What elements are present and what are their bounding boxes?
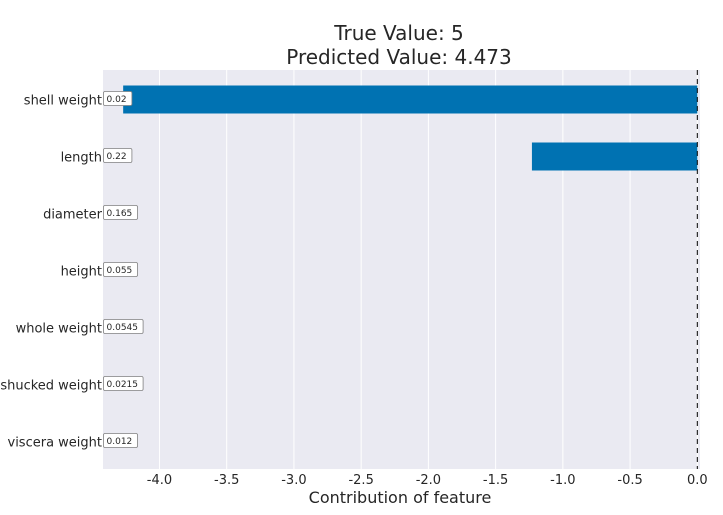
feature-value-text: 0.02 — [107, 95, 127, 105]
feature-value-box: 0.02 — [103, 91, 133, 106]
x-tick-label: -1.5 — [483, 473, 508, 488]
feature-value-text: 0.0215 — [107, 380, 139, 390]
category-label: diameter — [43, 208, 103, 223]
x-tick-label: -1.0 — [550, 473, 575, 488]
feature-value-frame — [103, 376, 144, 391]
feature-value-box: 0.055 — [103, 262, 138, 277]
category-label: height — [61, 265, 102, 280]
feature-value-box: 0.0545 — [103, 319, 144, 334]
chart-subtitle: Predicted Value: 4.473 — [286, 45, 512, 69]
category-label: shucked weight — [0, 379, 102, 394]
x-tick-label: -3.0 — [281, 473, 306, 488]
feature-value-frame — [103, 205, 138, 220]
category-label: whole weight — [16, 322, 102, 337]
feature-value-box: 0.22 — [103, 148, 133, 163]
feature-value-frame — [103, 262, 138, 277]
feature-value-frame — [103, 319, 144, 334]
category-label: viscera weight — [8, 436, 103, 451]
feature-value-box: 0.165 — [103, 205, 138, 220]
category-label: shell weight — [24, 94, 102, 109]
feature-value-text: 0.055 — [107, 266, 133, 276]
chart-title: True Value: 5 — [333, 21, 464, 45]
bar — [123, 85, 698, 114]
x-tick-label: -2.5 — [348, 473, 373, 488]
feature-value-box: 0.012 — [103, 433, 138, 448]
feature-value-frame — [103, 91, 133, 106]
feature-value-text: 0.22 — [107, 152, 127, 162]
x-tick-label: -2.0 — [416, 473, 441, 488]
x-axis-label: Contribution of feature — [309, 488, 492, 507]
feature-value-text: 0.0545 — [107, 323, 139, 333]
feature-value-text: 0.012 — [107, 437, 133, 447]
bars — [123, 85, 698, 171]
feature-value-text: 0.165 — [107, 209, 133, 219]
x-tick-labels: -4.0 -3.5 -3.0 -2.5 -2.0 -1.5 -1.0 -0.5 0.0 — [147, 473, 708, 488]
feature-value-boxes: 0.02 0.22 0.165 0.055 0.0545 0.0215 0.012 — [103, 91, 144, 448]
x-tick-label: -3.5 — [214, 473, 239, 488]
x-tick-label: -0.5 — [617, 473, 642, 488]
feature-value-frame — [103, 433, 138, 448]
feature-value-box: 0.0215 — [103, 376, 144, 391]
x-tick-label: 0.0 — [687, 473, 708, 488]
bar — [531, 142, 698, 171]
category-labels: shell weight length diameter height whole we… — [0, 94, 102, 451]
category-label: length — [61, 151, 102, 166]
feature-value-frame — [103, 148, 133, 163]
x-tick-label: -4.0 — [147, 473, 172, 488]
plot-area — [103, 70, 700, 469]
